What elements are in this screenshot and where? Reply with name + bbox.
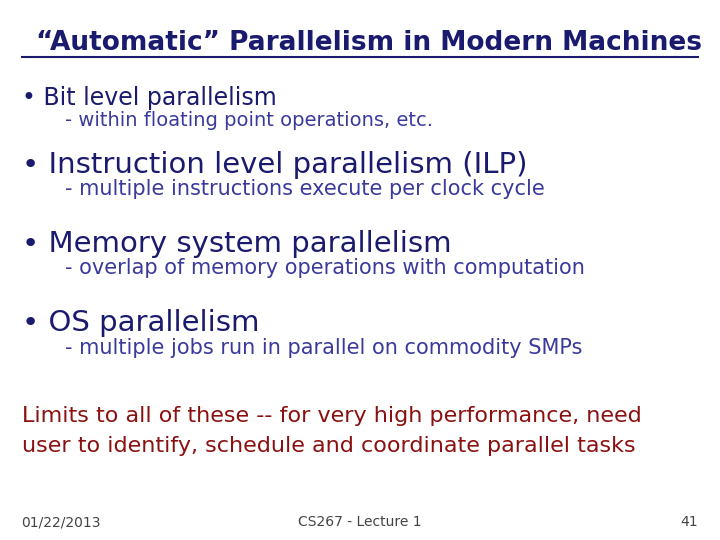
Text: CS267 - Lecture 1: CS267 - Lecture 1 xyxy=(298,515,422,529)
Text: 01/22/2013: 01/22/2013 xyxy=(22,515,101,529)
Text: - multiple jobs run in parallel on commodity SMPs: - multiple jobs run in parallel on commo… xyxy=(65,338,582,357)
Text: • Bit level parallelism: • Bit level parallelism xyxy=(22,86,276,110)
Text: “Automatic” Parallelism in Modern Machines: “Automatic” Parallelism in Modern Machin… xyxy=(36,30,702,56)
Text: 41: 41 xyxy=(681,515,698,529)
Text: user to identify, schedule and coordinate parallel tasks: user to identify, schedule and coordinat… xyxy=(22,436,635,456)
Text: - overlap of memory operations with computation: - overlap of memory operations with comp… xyxy=(65,258,585,278)
Text: • Instruction level parallelism (ILP): • Instruction level parallelism (ILP) xyxy=(22,151,527,179)
Text: • OS parallelism: • OS parallelism xyxy=(22,309,259,337)
Text: - within floating point operations, etc.: - within floating point operations, etc. xyxy=(65,111,433,130)
Text: - multiple instructions execute per clock cycle: - multiple instructions execute per cloc… xyxy=(65,179,544,199)
Text: • Memory system parallelism: • Memory system parallelism xyxy=(22,230,451,258)
Text: Limits to all of these -- for very high performance, need: Limits to all of these -- for very high … xyxy=(22,406,642,426)
